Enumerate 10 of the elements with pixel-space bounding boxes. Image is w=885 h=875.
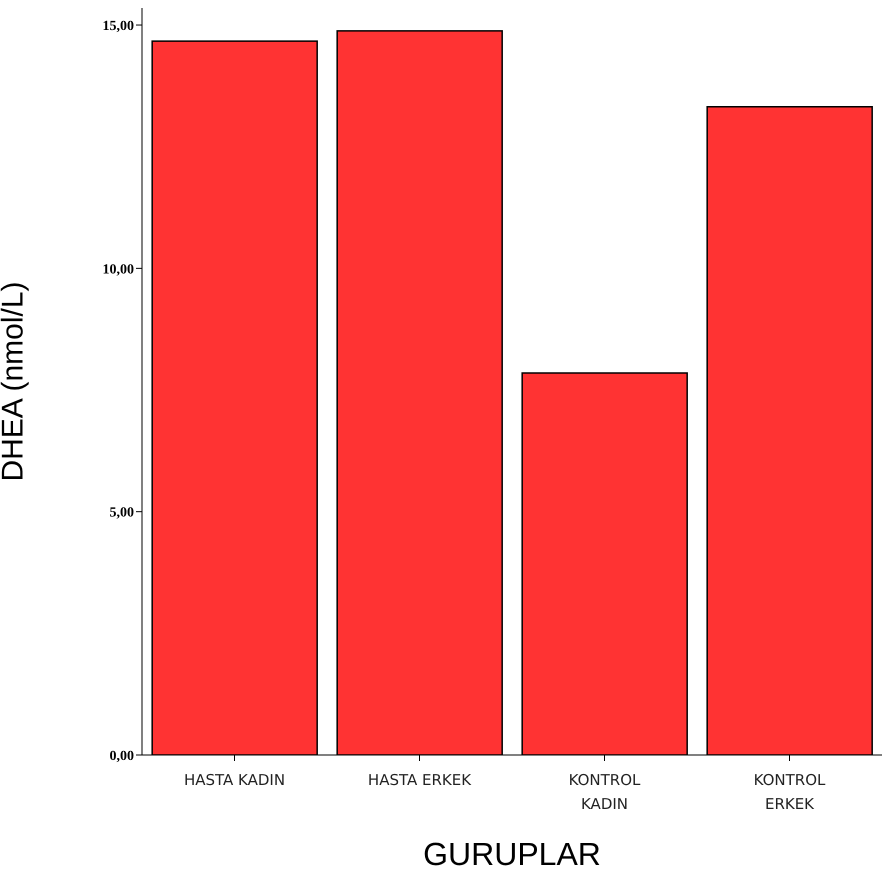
x-tick-label: KONTROL KADIN	[568, 771, 642, 813]
x-axis-title: GURUPLAR	[423, 836, 601, 872]
y-tick-label: 0,00	[110, 748, 134, 764]
y-axis-title: DHEA (nmol/L)	[0, 281, 30, 482]
x-tick-label: KONTROL ERKEK	[754, 771, 826, 813]
x-tick-label: HASTA ERKEK	[368, 771, 472, 789]
x-tick-label: HASTA KADIN	[184, 771, 286, 789]
y-tick-label: 10,00	[102, 262, 134, 278]
y-tick-label: 15,00	[102, 19, 134, 34]
y-tick-label: 5,00	[110, 506, 134, 521]
